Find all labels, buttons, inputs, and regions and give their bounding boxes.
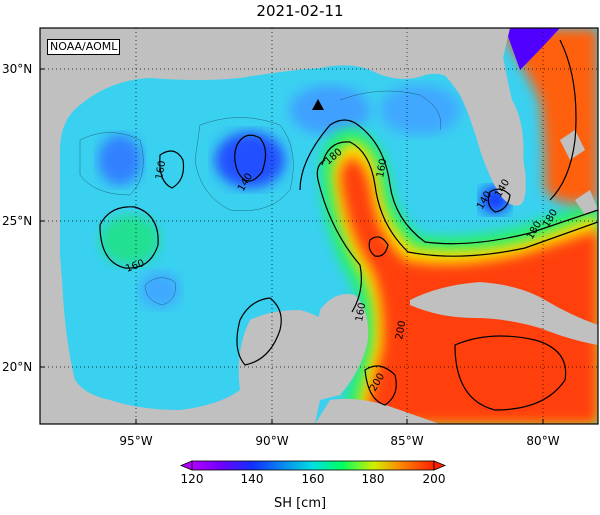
axis-ticks [40, 68, 544, 424]
lon-label: 80°W [526, 434, 560, 448]
colorbar-gradient [191, 460, 435, 471]
colorbar-tick: 200 [422, 472, 446, 486]
credit-label: NOAA/AOML [47, 39, 121, 55]
contour-140-florida [487, 188, 511, 213]
contour-label: 160 [154, 160, 168, 181]
colorbar-low-arrow-icon [179, 460, 193, 471]
colorbar-tick: 180 [361, 472, 385, 486]
contour-140-west [234, 134, 267, 182]
lat-label: 30°N [2, 62, 33, 76]
contour-label: 160 [354, 302, 368, 323]
contour-label: 200 [394, 320, 408, 341]
lon-label: 85°W [390, 434, 424, 448]
contour-160-southwest [236, 297, 282, 366]
lat-label: 20°N [2, 360, 33, 374]
minor-contours [79, 90, 441, 306]
contour-200-caribbean [454, 335, 567, 411]
map-title: 2021-02-11 [256, 2, 344, 20]
gridlines [40, 28, 598, 424]
colorbar-high-arrow-icon [433, 460, 447, 471]
lon-label: 90°W [255, 434, 289, 448]
lat-label: 25°N [2, 214, 33, 228]
colorbar-tick: 140 [240, 472, 264, 486]
contour-200-loop [321, 141, 598, 257]
triangle-marker-icon [312, 99, 324, 110]
ocean-field [60, 28, 598, 424]
map-body: 140 160 180 160 140 160 180 180 160 200 … [40, 28, 598, 424]
contour-label: 160 [375, 158, 389, 179]
contour-lines [99, 39, 598, 411]
map-frame [39, 27, 599, 425]
contour-atlantic [549, 39, 577, 201]
contour-small-eddy [368, 236, 389, 257]
lon-label: 95°W [119, 434, 153, 448]
contour-160-yucatan [316, 159, 362, 313]
colorbar-label: SH [cm] [273, 496, 327, 511]
contour-160-west [99, 206, 159, 269]
contour-180-loop [299, 119, 598, 245]
colorbar [179, 460, 447, 471]
contour-160-northwest [159, 150, 185, 189]
colorbar-tick: 160 [301, 472, 325, 486]
colorbar-tick: 120 [180, 472, 204, 486]
contour-200-south [364, 365, 397, 406]
low-height-region [215, 132, 285, 188]
